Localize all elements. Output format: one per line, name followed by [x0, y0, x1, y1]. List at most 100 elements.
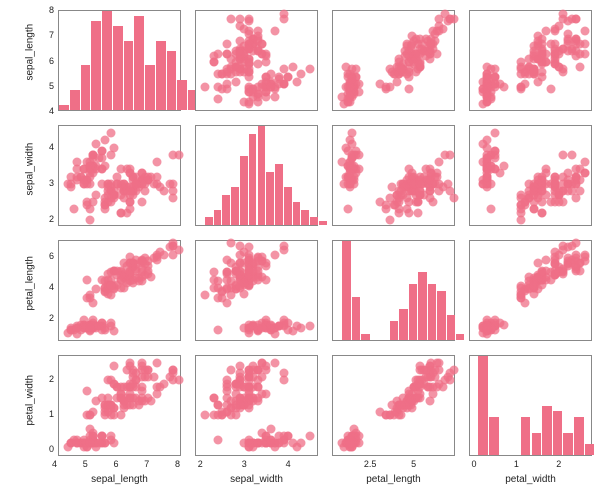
scatter-point [416, 179, 425, 188]
x-axis-label: petal_length [332, 474, 455, 485]
hist-bar [214, 210, 222, 225]
scatter-point [275, 439, 284, 448]
scatter-point [82, 197, 91, 206]
scatter-panel [332, 125, 455, 226]
scatter-point [521, 197, 530, 206]
scatter-point [244, 87, 253, 96]
scatter-point [235, 49, 244, 58]
hist-bar [399, 309, 407, 340]
scatter-point [262, 365, 271, 374]
scatter-point [446, 186, 455, 195]
scatter-panel [195, 10, 318, 111]
scatter-point [200, 291, 209, 300]
scatter-point [421, 165, 430, 174]
scatter-point [244, 14, 253, 23]
scatter-point [235, 282, 244, 291]
hist-bar [231, 187, 239, 225]
scatter-point [440, 376, 449, 385]
hist-bar [390, 321, 398, 340]
scatter-point [244, 435, 253, 444]
scatter-point [538, 39, 547, 48]
scatter-point [222, 407, 231, 416]
scatter-point [257, 82, 266, 91]
scatter-point [113, 266, 122, 275]
x-tick: 5 [411, 459, 416, 469]
hist-bar [293, 202, 301, 225]
scatter-point [306, 65, 315, 74]
scatter-point [235, 37, 244, 46]
scatter-point [153, 158, 162, 167]
hist-bar [249, 134, 257, 225]
scatter-point [222, 85, 231, 94]
scatter-point [122, 261, 131, 270]
hist-bar [437, 291, 445, 340]
x-tick: 1 [514, 459, 519, 469]
scatter-point [572, 261, 581, 270]
y-tick: 8 [49, 5, 54, 15]
scatter-point [222, 379, 231, 388]
hist-bar [91, 21, 101, 110]
scatter-point [416, 60, 425, 69]
scatter-point [257, 439, 266, 448]
scatter-point [550, 179, 559, 188]
hist-bar [145, 65, 155, 110]
scatter-point [168, 179, 177, 188]
scatter-point [257, 39, 266, 48]
scatter-point [414, 208, 423, 217]
scatter-point [222, 65, 231, 74]
scatter-point [297, 70, 306, 79]
scatter-point [79, 179, 88, 188]
scatter-point [427, 39, 436, 48]
scatter-point [346, 439, 355, 448]
scatter-point [213, 95, 222, 104]
hist-bar [418, 272, 426, 340]
scatter-point [572, 165, 581, 174]
scatter-point [253, 92, 262, 101]
scatter-point [580, 39, 589, 48]
scatter-point [397, 400, 406, 409]
scatter-point [347, 154, 356, 163]
scatter-panel [58, 125, 181, 226]
scatter-point [91, 140, 100, 149]
scatter-point [425, 397, 434, 406]
hist-bar [532, 433, 542, 455]
scatter-point [113, 179, 122, 188]
hist-bar [428, 284, 436, 340]
hist-bar [447, 315, 455, 340]
y-tick: 2 [49, 214, 54, 224]
scatter-point [580, 257, 589, 266]
y-axis-label: sepal_width [25, 155, 36, 195]
hist-bar [205, 217, 213, 225]
scatter-point [275, 322, 284, 331]
scatter-point [491, 129, 500, 138]
scatter-point [209, 57, 218, 66]
scatter-point [122, 278, 131, 287]
scatter-point [122, 165, 131, 174]
scatter-point [482, 324, 491, 333]
scatter-point [244, 97, 253, 106]
scatter-point [482, 82, 491, 91]
scatter-point [376, 80, 385, 89]
y-tick: 7 [49, 30, 54, 40]
scatter-point [559, 44, 568, 53]
scatter-point [306, 322, 315, 331]
x-tick: 2 [198, 459, 203, 469]
scatter-point [222, 49, 231, 58]
hist-panel [58, 10, 181, 111]
scatter-point [404, 165, 413, 174]
scatter-point [297, 439, 306, 448]
pairplot-matrix: sepal_length45678sepal_width234petal_len… [0, 0, 600, 500]
scatter-point [572, 52, 581, 61]
scatter-point [200, 411, 209, 420]
scatter-point [107, 282, 116, 291]
scatter-point [266, 435, 275, 444]
scatter-point [572, 238, 581, 247]
y-tick: 0 [49, 444, 54, 454]
scatter-point [346, 82, 355, 91]
hist-bar [301, 210, 309, 225]
scatter-point [346, 168, 355, 177]
scatter-point [381, 204, 390, 213]
scatter-point [491, 150, 500, 159]
scatter-point [542, 27, 551, 36]
scatter-panel [332, 10, 455, 111]
